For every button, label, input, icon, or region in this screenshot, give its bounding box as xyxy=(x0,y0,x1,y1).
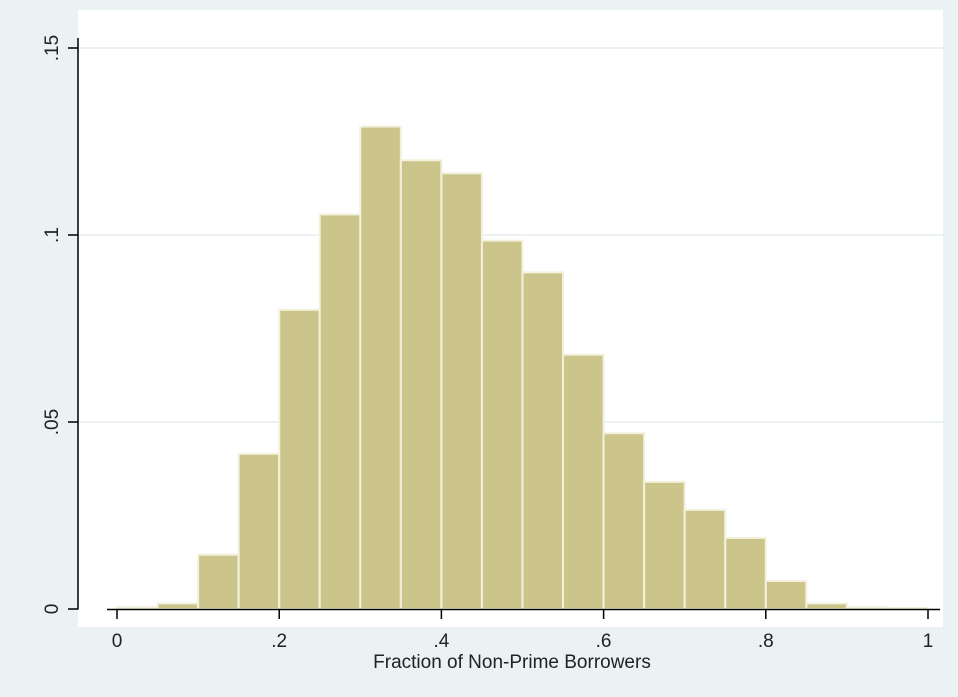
histogram-bar xyxy=(805,602,848,611)
histogram-bar xyxy=(116,606,159,611)
histogram-bar xyxy=(683,508,727,611)
y-axis-ticks: 0 .05 .1 .15 xyxy=(42,35,78,615)
y-tick-label: .15 xyxy=(42,35,63,61)
histogram-bar xyxy=(318,213,362,610)
histogram-bar xyxy=(764,579,808,611)
x-tick-label: .8 xyxy=(758,631,774,652)
y-tick-label: 0 xyxy=(42,604,63,615)
x-tick-label: 1 xyxy=(923,631,934,652)
y-tick-label: .1 xyxy=(42,227,63,243)
axes xyxy=(77,38,940,611)
x-tick-label: .2 xyxy=(271,631,287,652)
histogram-bar xyxy=(845,606,889,611)
histogram-bar xyxy=(156,602,200,611)
histogram-bar xyxy=(643,480,686,610)
histogram-bar xyxy=(237,452,281,611)
y-tick-label: .05 xyxy=(42,409,63,435)
histogram-bar xyxy=(440,172,483,610)
x-axis-title: Fraction of Non-Prime Borrowers xyxy=(373,652,651,673)
x-axis-ticks: 0 .2 .4 .6 .8 1 xyxy=(112,609,934,652)
histogram-bar xyxy=(521,271,565,610)
histogram-bar xyxy=(480,239,524,611)
x-tick-label: .6 xyxy=(596,631,612,652)
histogram-bar xyxy=(359,125,402,610)
x-tick-label: .4 xyxy=(433,631,449,652)
histogram-bar xyxy=(602,432,646,610)
bars xyxy=(116,125,930,611)
histogram-bar xyxy=(197,553,240,611)
histogram-bar xyxy=(724,536,767,610)
histogram-bar xyxy=(278,308,321,610)
histogram-bar xyxy=(399,159,443,610)
histogram-bar xyxy=(562,353,605,610)
x-tick-label: 0 xyxy=(112,631,123,652)
